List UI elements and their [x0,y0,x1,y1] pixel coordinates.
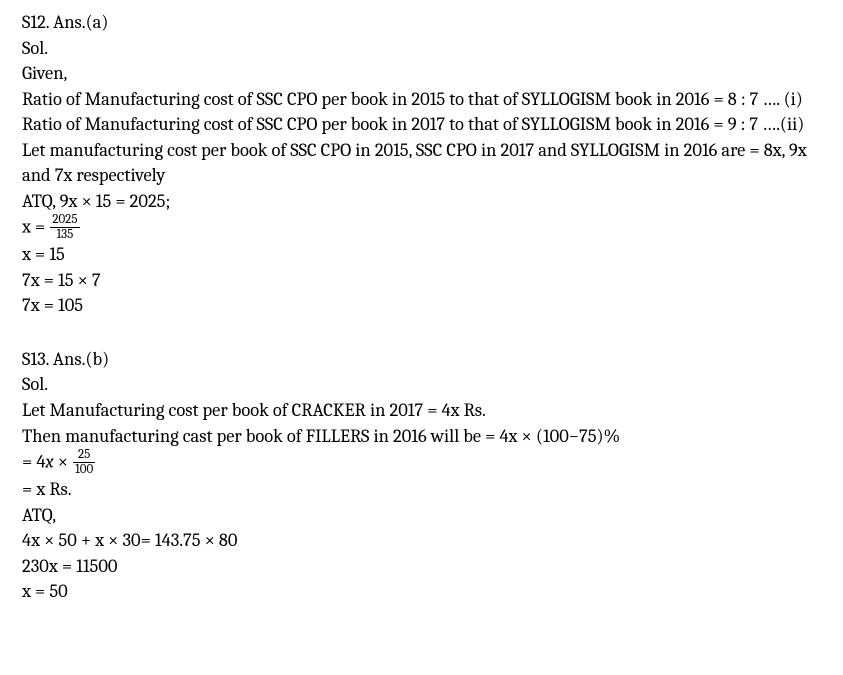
equation-line: 230x = 11500 [22,554,821,580]
answer-header: S12. Ans.(a) [22,10,821,36]
text-line: ATQ, [22,503,821,529]
equation-line: x = 15 [22,242,821,268]
sol-label: Sol. [22,36,821,62]
equation-line: = x Rs. [22,477,821,503]
numerator: 2025 [50,213,79,228]
equation-line: x = 50 [22,579,821,605]
equation-line: 7x = 105 [22,293,821,319]
text-line: Let manufacturing cost per book of SSC C… [22,138,821,189]
denominator: 100 [73,463,95,477]
equation-line: ATQ, 9x × 15 = 2025; [22,189,821,215]
text-line: Then manufacturing cast per book of FILL… [22,424,821,450]
solution-13: S13. Ans.(b) Sol. Let Manufacturing cost… [22,347,821,605]
sol-label: Sol. [22,372,821,398]
given-label: Given, [22,61,821,87]
text-line: Let Manufacturing cost per book of CRACK… [22,398,821,424]
answer-header: S13. Ans.(b) [22,347,821,373]
equation-line: 7x = 15 × 7 [22,268,821,294]
numerator: 25 [73,448,95,463]
eq-mid: × [54,450,72,472]
fraction: 25100 [73,448,95,476]
fraction: 2025135 [50,213,79,241]
eq-prefix: = 4 [22,450,45,472]
text-line: Ratio of Manufacturing cost of SSC CPO p… [22,87,821,113]
eq-prefix: x = [22,216,49,238]
text-line: Ratio of Manufacturing cost of SSC CPO p… [22,112,821,138]
solution-12: S12. Ans.(a) Sol. Given, Ratio of Manufa… [22,10,821,319]
equation-line: x = 2025135 [22,214,821,242]
denominator: 135 [50,228,79,242]
equation-line: = 4x × 25100 [22,449,821,477]
variable-x: x [45,450,53,472]
equation-line: 4x × 50 + x × 30= 143.75 × 80 [22,528,821,554]
